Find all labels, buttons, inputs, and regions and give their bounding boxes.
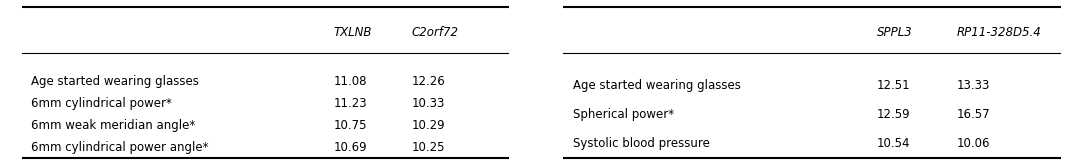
Text: 11.08: 11.08: [334, 75, 367, 88]
Text: 12.59: 12.59: [877, 108, 911, 121]
Text: Spherical power*: Spherical power*: [573, 108, 675, 121]
Text: 10.54: 10.54: [877, 137, 911, 150]
Text: 11.23: 11.23: [334, 97, 367, 110]
Text: TXLNB: TXLNB: [334, 27, 371, 39]
Text: Age started wearing glasses: Age started wearing glasses: [573, 79, 741, 92]
Text: 13.33: 13.33: [956, 79, 990, 92]
Text: 10.25: 10.25: [412, 141, 445, 154]
Text: SPPL3: SPPL3: [877, 27, 913, 39]
Text: 10.75: 10.75: [334, 119, 367, 132]
Text: Age started wearing glasses: Age started wearing glasses: [31, 75, 199, 88]
Text: 10.69: 10.69: [334, 141, 367, 154]
Text: 10.33: 10.33: [412, 97, 445, 110]
Text: 6mm weak meridian angle*: 6mm weak meridian angle*: [31, 119, 196, 132]
Text: 10.29: 10.29: [412, 119, 445, 132]
Text: 12.26: 12.26: [412, 75, 445, 88]
Text: 16.57: 16.57: [956, 108, 990, 121]
Text: C2orf72: C2orf72: [412, 27, 458, 39]
Text: 6mm cylindrical power angle*: 6mm cylindrical power angle*: [31, 141, 209, 154]
Text: 6mm cylindrical power*: 6mm cylindrical power*: [31, 97, 172, 110]
Text: 12.51: 12.51: [877, 79, 911, 92]
Text: RP11-328D5.4: RP11-328D5.4: [956, 27, 1042, 39]
Text: Systolic blood pressure: Systolic blood pressure: [573, 137, 710, 150]
Text: 10.06: 10.06: [956, 137, 990, 150]
